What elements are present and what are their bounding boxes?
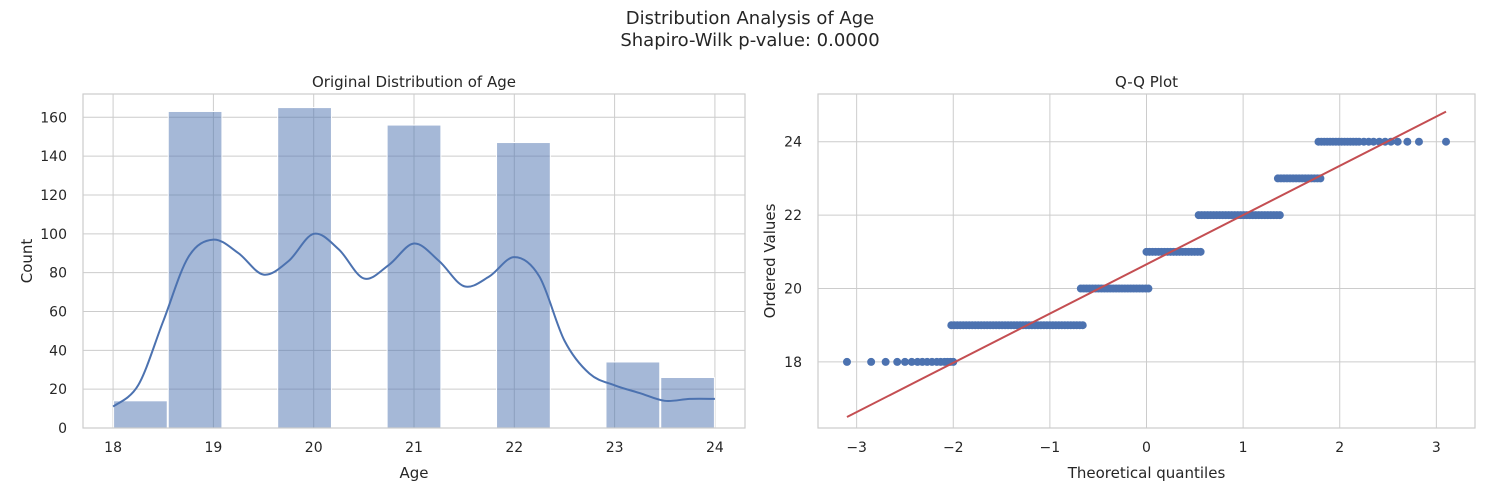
- histogram-bar: [660, 377, 715, 429]
- qq-fit-line: [846, 110, 1447, 418]
- panel-2: [817, 93, 1476, 429]
- y-tick-label: 0: [58, 421, 67, 437]
- x-tick-label: 2: [1335, 440, 1344, 456]
- qq-point: [1078, 321, 1087, 330]
- y-tick-label: 100: [40, 227, 67, 243]
- x-tick-label: 20: [305, 440, 323, 456]
- x-tick-label: −3: [846, 440, 867, 456]
- x-tick-label: 21: [405, 440, 423, 456]
- qq-point: [893, 357, 902, 366]
- qq-point: [1369, 137, 1378, 146]
- y-axis-label: Count: [18, 239, 36, 284]
- x-tick-label: 24: [706, 440, 724, 456]
- y-tick-label: 18: [784, 355, 802, 371]
- qq-point: [1275, 211, 1284, 220]
- y-tick-label: 22: [784, 208, 802, 224]
- qq-point: [1414, 137, 1423, 146]
- qq-point: [1442, 137, 1451, 146]
- y-tick-label: 40: [49, 343, 67, 359]
- panel-title: Q-Q Plot: [1115, 73, 1178, 91]
- x-tick-label: 1: [1239, 440, 1248, 456]
- x-tick-label: 0: [1142, 440, 1151, 456]
- qq-point: [867, 357, 876, 366]
- y-tick-label: 60: [49, 304, 67, 320]
- kde-line: [112, 232, 715, 408]
- histogram-bar: [113, 400, 168, 429]
- histogram-bar: [167, 110, 223, 429]
- qq-point: [1403, 137, 1412, 146]
- x-tick-label: −2: [943, 440, 964, 456]
- histogram-bar: [605, 361, 661, 429]
- x-tick-label: 18: [104, 440, 122, 456]
- panel-1: [82, 93, 746, 429]
- qq-point: [842, 357, 851, 366]
- histogram-bar: [386, 124, 442, 429]
- qq-point: [900, 357, 909, 366]
- y-tick-label: 120: [40, 188, 67, 204]
- qq-point: [1144, 284, 1153, 293]
- x-tick-label: 19: [204, 440, 222, 456]
- y-tick-label: 24: [784, 135, 802, 151]
- x-tick-label: 23: [606, 440, 624, 456]
- histogram-bar: [496, 142, 551, 429]
- x-axis-label: Theoretical quantiles: [1067, 464, 1226, 482]
- figure-title-line2: Shapiro-Wilk p-value: 0.0000: [620, 30, 880, 51]
- axes-frame: [817, 93, 1476, 429]
- x-tick-label: −1: [1040, 440, 1061, 456]
- y-axis-label: Ordered Values: [761, 203, 779, 318]
- y-tick-label: 20: [784, 282, 802, 298]
- figure-title: Distribution Analysis of Age Shapiro-Wil…: [0, 8, 1500, 52]
- figure-title-line1: Distribution Analysis of Age: [625, 8, 875, 29]
- x-tick-label: 3: [1432, 440, 1441, 456]
- x-tick-label: 22: [505, 440, 523, 456]
- qq-point: [1393, 137, 1402, 146]
- y-tick-label: 140: [40, 149, 67, 165]
- qq-point: [907, 357, 916, 366]
- x-axis-label: Age: [399, 464, 428, 482]
- qq-point: [881, 357, 890, 366]
- y-tick-label: 160: [40, 110, 67, 126]
- qq-point: [1196, 247, 1205, 256]
- y-tick-label: 80: [49, 266, 67, 282]
- axes-frame: [82, 93, 746, 429]
- qq-point: [940, 357, 949, 366]
- y-tick-label: 20: [49, 382, 67, 398]
- panel-title: Original Distribution of Age: [312, 73, 516, 91]
- histogram-bar: [277, 107, 332, 429]
